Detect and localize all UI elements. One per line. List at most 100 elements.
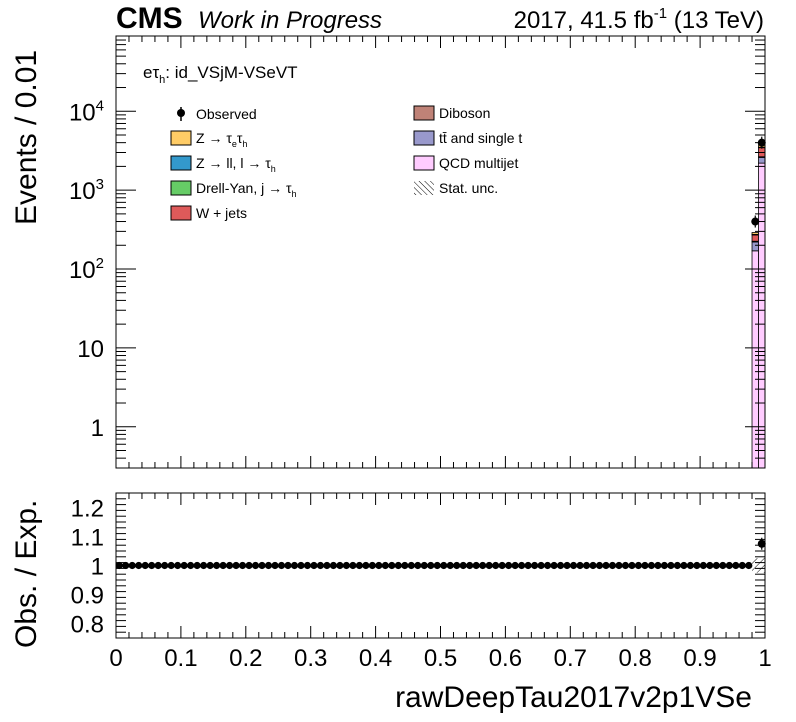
ratio-point [479, 561, 487, 570]
x-tick-label: 0 [109, 645, 122, 672]
ratio-ticks [115, 492, 766, 639]
ratio-point [232, 561, 240, 570]
ratio-point [245, 561, 253, 570]
main-y-axis-title: Events / 0.01 [10, 50, 43, 225]
ratio-point [641, 561, 649, 570]
ratio-point [569, 561, 578, 570]
ratio-point [693, 561, 701, 570]
stack-bar-segment [751, 250, 759, 469]
stat-unc-band [752, 558, 759, 573]
ratio-point [219, 561, 227, 570]
ratio-y-tick-labels: 0.80.911.11.2 [71, 496, 104, 639]
x-tick-label: 1 [758, 645, 771, 672]
ratio-point [148, 561, 156, 570]
ratio-point [394, 561, 402, 570]
ratio-point [161, 561, 169, 570]
ratio-point [654, 561, 662, 570]
legend-item-stat: Stat. unc. [414, 180, 498, 196]
ratio-point [264, 561, 273, 570]
ratio-point [725, 561, 733, 570]
x-tick-label: 0.7 [554, 645, 587, 672]
ratio-point [420, 561, 428, 570]
ratio-point [550, 561, 558, 570]
legend-label: Drell-Yan, j → τh [196, 180, 297, 199]
ratio-point [258, 561, 266, 570]
legend-item-zll: Z → ll, l → τh [170, 155, 276, 174]
ratio-point [238, 561, 247, 570]
ratio-point [511, 561, 519, 570]
ratio-pad: 0.80.911.11.2 0 0.1 0.2 0.3 0.4 0.5 0.6 0.7 0.8 0… [71, 492, 772, 672]
x-tick-label: 0.5 [424, 645, 457, 672]
main-y-tick-labels: 1 10 102 103 104 [69, 97, 104, 441]
ratio-point [277, 561, 286, 570]
legend-item-qcd: QCD multijet [413, 155, 518, 171]
ratio-point [251, 561, 260, 570]
ratio-point [745, 561, 753, 570]
legend-item-observed: Observed [177, 106, 257, 122]
ratio-point [271, 561, 279, 570]
ratio-point [459, 561, 467, 570]
stack-bar-segment [758, 157, 766, 164]
ratio-y-tick-label: 1.2 [71, 496, 104, 523]
ratio-point [602, 561, 610, 570]
legend-item-diboson: Diboson [413, 105, 490, 121]
ratio-uncertainty [752, 558, 765, 573]
status-label: Work in Progress [198, 7, 382, 34]
legend-label: Stat. unc. [439, 180, 498, 196]
ratio-point [212, 561, 221, 570]
ratio-point [407, 561, 415, 570]
ratio-point [349, 561, 357, 570]
main-plot-pad: 1 10 102 103 104 [69, 35, 766, 469]
ratio-point [453, 561, 461, 570]
ratio-point [706, 561, 714, 570]
ratio-point [206, 561, 214, 570]
ratio-point [128, 561, 136, 570]
ratio-point [368, 561, 376, 570]
hatch-icon [414, 181, 434, 195]
ratio-point [485, 561, 493, 570]
ratio-point [634, 561, 643, 570]
x-tick-label: 0.4 [359, 645, 392, 672]
ratio-y-tick-label: 1.1 [71, 525, 104, 552]
x-tick-label: 0.6 [489, 645, 522, 672]
ratio-point [472, 561, 480, 570]
ratio-point [556, 561, 565, 570]
ratio-point [310, 561, 318, 570]
legend-label: Observed [196, 106, 257, 122]
ratio-point [608, 561, 617, 570]
ratio-point [576, 561, 584, 570]
y-tick-label: 103 [69, 176, 104, 205]
ratio-point [122, 561, 130, 570]
ratio-point [647, 561, 656, 570]
ratio-point [388, 561, 396, 570]
ratio-point [375, 561, 383, 570]
ratio-point [563, 561, 571, 570]
ratio-point [336, 561, 344, 570]
ratio-point [154, 561, 162, 570]
ratio-point [719, 561, 727, 570]
x-tick-label: 0.9 [683, 645, 716, 672]
legend-label: Z → ll, l → τh [196, 155, 276, 174]
x-tick-label: 0.2 [229, 645, 262, 672]
ratio-point [518, 561, 526, 570]
ratio-x-tick-labels: 0 0.1 0.2 0.3 0.4 0.5 0.6 0.7 0.8 0.9 1 [109, 645, 771, 672]
ratio-point [712, 561, 720, 570]
stack-bar-segment [751, 234, 759, 242]
ratio-point [738, 561, 746, 570]
ratio-point [757, 539, 766, 548]
legend-label: Z → τeτh [196, 130, 247, 149]
ratio-point [174, 561, 182, 570]
x-tick-label: 0.3 [294, 645, 327, 672]
ratio-y-axis-title: Obs. / Exp. [10, 500, 43, 648]
ratio-point [167, 561, 175, 570]
ratio-points [115, 537, 766, 570]
stack-bar-segment [751, 241, 759, 252]
main-frame [115, 35, 766, 469]
ratio-point [621, 561, 630, 570]
stat-unc-band [758, 558, 765, 573]
main-ticks [115, 35, 766, 469]
ratio-point [316, 561, 325, 570]
ratio-point [537, 561, 545, 570]
ratio-point [187, 561, 195, 570]
